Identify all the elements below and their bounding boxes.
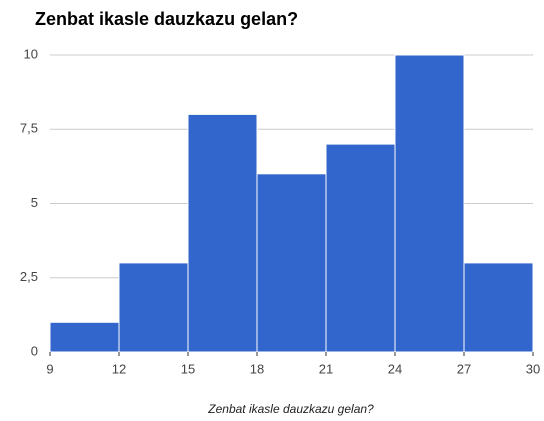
x-axis-label: Zenbat ikasle dauzkazu gelan? <box>207 402 374 416</box>
bar <box>118 262 189 353</box>
bar <box>49 321 120 353</box>
y-tick-label: 7,5 <box>20 121 38 136</box>
bar <box>187 113 258 353</box>
x-tick-label: 12 <box>112 361 126 376</box>
y-tick-label: 5 <box>31 195 38 210</box>
y-tick-label: 2,5 <box>20 269 38 284</box>
bar <box>463 262 534 353</box>
x-tick-label: 30 <box>526 361 540 376</box>
y-tick-label: 10 <box>24 46 38 61</box>
y-tick-label: 0 <box>31 343 38 358</box>
chart-title: Zenbat ikasle dauzkazu gelan? <box>35 9 298 29</box>
x-tick-label: 27 <box>457 361 471 376</box>
x-tick-label: 21 <box>319 361 333 376</box>
x-tick-label: 9 <box>46 361 53 376</box>
x-tick-label: 18 <box>250 361 264 376</box>
x-tick-label: 15 <box>181 361 195 376</box>
bar <box>256 173 327 353</box>
bar <box>325 143 396 353</box>
bar <box>394 54 465 353</box>
x-tick-label: 24 <box>388 361 402 376</box>
